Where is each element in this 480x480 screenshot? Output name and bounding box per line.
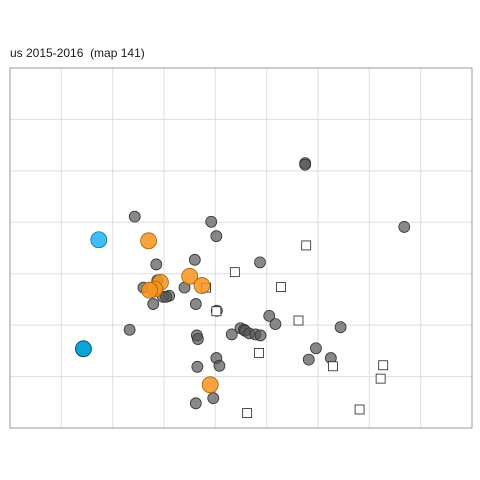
- data-point-circle-grey: [225, 328, 238, 341]
- data-point-circle-grey: [128, 210, 141, 223]
- data-point-circle-grey: [254, 256, 266, 269]
- grid-lines: [10, 68, 472, 428]
- data-point-square: [354, 404, 365, 415]
- data-point-circle-light-blue: [90, 231, 108, 249]
- data-point-square: [211, 306, 222, 317]
- data-point-square: [276, 282, 286, 292]
- data-point-circle-grey: [191, 333, 204, 345]
- data-point-circle-grey: [160, 290, 172, 303]
- data-point-square: [375, 373, 386, 384]
- data-point-circle-grey: [254, 329, 267, 342]
- data-point-circle-orange: [181, 267, 199, 285]
- data-point-circle-orange: [201, 376, 219, 394]
- data-point-circle-grey: [150, 258, 163, 271]
- data-point-circle-grey: [191, 360, 204, 373]
- data-point-circle-grey: [210, 230, 223, 243]
- data-point-circle-orange: [193, 277, 211, 294]
- data-point-circle-grey: [310, 342, 322, 355]
- data-point-circle-grey: [207, 392, 220, 405]
- data-point-circle-grey: [189, 298, 202, 310]
- data-point-circle-grey: [205, 215, 218, 228]
- data-point-circle-grey: [213, 359, 226, 372]
- data-point-circle-grey: [302, 353, 315, 366]
- data-point-square: [327, 361, 338, 372]
- data-point-square: [242, 408, 253, 418]
- data-point-square: [378, 360, 389, 371]
- data-point-square: [229, 267, 240, 278]
- plot-frame: [9, 67, 473, 429]
- data-point-circle-grey: [334, 321, 347, 334]
- data-point-circle-grey: [147, 298, 160, 310]
- data-point-square: [293, 315, 304, 326]
- data-point-circle-orange: [140, 232, 158, 250]
- data-points: [75, 157, 411, 418]
- data-point-circle-grey: [189, 397, 202, 410]
- data-point-circle-grey: [299, 158, 312, 171]
- data-point-circle-grey: [123, 323, 136, 336]
- data-point-circle-blue: [75, 340, 92, 358]
- data-point-circle-grey: [188, 253, 201, 266]
- data-point-circle-grey: [269, 318, 282, 331]
- data-point-square: [301, 240, 312, 251]
- data-point-square: [254, 348, 264, 358]
- data-point-circle-orange: [141, 281, 159, 299]
- data-point-circle-grey: [398, 221, 411, 233]
- chart-title: us 2015-2016 (map 141): [10, 46, 145, 60]
- data-point-circle-grey: [263, 309, 276, 322]
